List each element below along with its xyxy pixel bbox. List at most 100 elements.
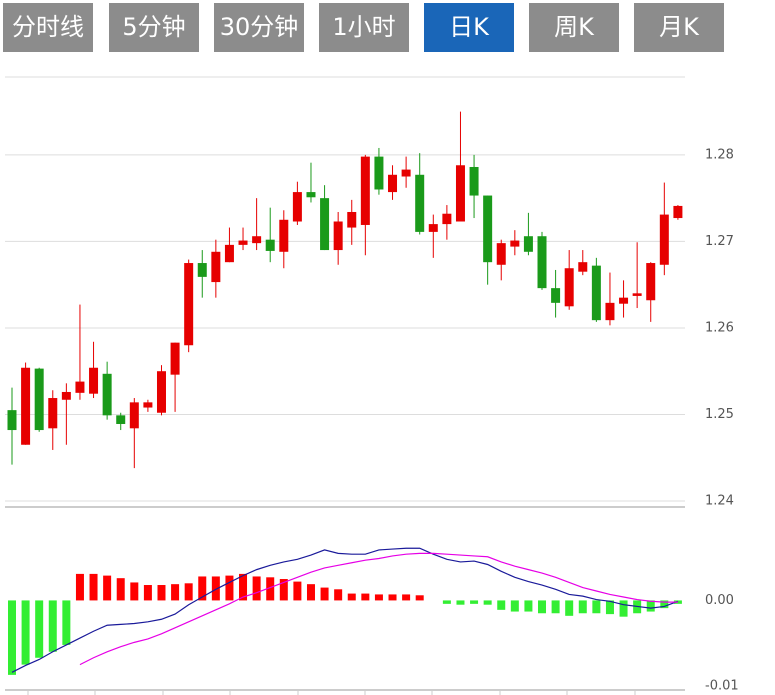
candle-body <box>129 402 139 429</box>
macd-bar <box>578 600 587 614</box>
candle-body <box>619 297 629 304</box>
candle-body <box>170 342 180 375</box>
macd-bar <box>252 576 261 601</box>
macd-bar <box>320 587 329 601</box>
macd-bar <box>605 600 614 615</box>
y-tick-label: 1.28 <box>705 147 734 162</box>
candle-body <box>646 263 656 301</box>
macd-bar <box>388 594 397 601</box>
macd-bar <box>646 600 655 612</box>
macd-bar <box>524 600 533 612</box>
macd-bar <box>497 600 506 610</box>
candle-body <box>238 240 248 245</box>
candle-body <box>591 265 601 321</box>
macd-bar <box>334 589 343 601</box>
y-tick-label: 1.25 <box>705 407 734 422</box>
candle-body <box>347 211 357 228</box>
candle-body <box>673 205 683 219</box>
candle-body <box>89 367 99 394</box>
macd-bar <box>660 600 669 609</box>
macd-line <box>11 547 679 673</box>
y-tick-label: 0.00 <box>705 593 734 608</box>
macd-bar <box>130 582 139 601</box>
macd-bar <box>198 576 207 601</box>
candle-body <box>34 368 44 431</box>
macd-bar <box>103 575 112 601</box>
macd-bar <box>483 600 492 605</box>
candle-body <box>537 236 547 289</box>
macd-bar <box>592 600 601 614</box>
candle-body <box>143 402 153 408</box>
candle-body <box>551 288 561 303</box>
y-tick-label: -0.01 <box>705 679 739 694</box>
candle-body <box>442 213 452 225</box>
macd-bar <box>266 577 275 601</box>
candle-body <box>333 221 343 251</box>
macd-bar <box>62 600 71 645</box>
macd-line <box>79 552 678 666</box>
macd-bar <box>619 600 628 617</box>
candle-body <box>659 214 669 265</box>
candle-body <box>102 373 112 416</box>
macd-bar <box>293 581 302 601</box>
tab[interactable]: 周K <box>529 3 619 52</box>
candle-body <box>455 165 465 222</box>
candle-body <box>279 219 289 252</box>
candle-body <box>483 195 493 263</box>
candle-body <box>388 174 398 193</box>
macd-bar <box>470 600 479 604</box>
candle-body <box>564 268 574 307</box>
macd-bar <box>239 573 248 601</box>
candle-body <box>197 263 207 277</box>
macd-bar <box>116 578 125 601</box>
macd-bar <box>157 585 166 601</box>
tab[interactable]: 月K <box>634 3 724 52</box>
candle-body <box>401 169 411 177</box>
tab[interactable]: 5分钟 <box>109 3 199 52</box>
candle-body <box>605 302 615 321</box>
macd-bar <box>402 594 411 601</box>
candle-body <box>496 243 506 265</box>
macd-bar <box>551 600 560 614</box>
candle-body <box>265 239 275 251</box>
macd-bar <box>171 584 180 601</box>
macd-bar <box>565 600 574 616</box>
candle-body <box>48 398 58 429</box>
macd-bar <box>75 573 84 601</box>
macd-bar <box>306 584 315 601</box>
candle-body <box>156 371 166 413</box>
macd-bar <box>48 600 57 652</box>
candle-body <box>428 224 438 232</box>
candle-body <box>75 381 85 393</box>
candle-body <box>61 391 71 400</box>
tab[interactable]: 日K <box>424 3 514 52</box>
macd-bar <box>510 600 519 612</box>
macd-bar <box>35 600 44 658</box>
tab[interactable]: 30分钟 <box>214 3 304 52</box>
macd-bar <box>184 583 193 601</box>
y-tick-label: 1.26 <box>705 320 734 335</box>
candle-body <box>632 293 642 296</box>
macd-bar <box>442 600 451 604</box>
macd-bar <box>8 600 16 675</box>
macd-bar <box>279 579 288 601</box>
candle-body <box>224 244 234 263</box>
candle-body <box>211 251 221 283</box>
candle-body <box>320 198 330 251</box>
macd-bar <box>361 593 370 601</box>
tab[interactable]: 分时线 <box>3 3 93 52</box>
candle-body <box>306 192 316 198</box>
candle-body <box>374 156 384 190</box>
macd-bar <box>415 595 424 601</box>
candle-body <box>252 236 262 244</box>
candle-body <box>523 236 533 252</box>
macd-bar <box>347 593 356 601</box>
macd-bar <box>89 573 98 601</box>
candle-body <box>415 174 425 232</box>
macd-bar <box>143 585 152 601</box>
tab[interactable]: 1小时 <box>319 3 409 52</box>
macd-bar <box>211 576 220 601</box>
candle-body <box>7 410 17 431</box>
candle-body <box>469 166 479 196</box>
